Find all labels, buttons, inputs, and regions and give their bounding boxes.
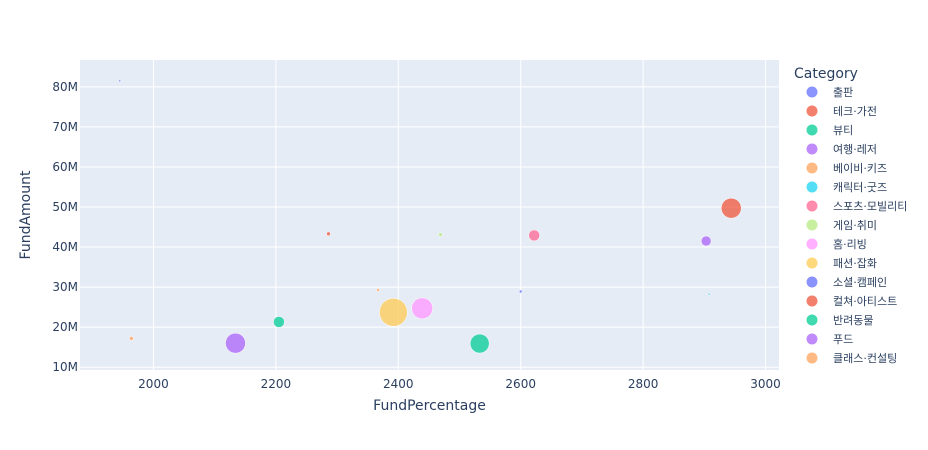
bubbles [118, 79, 742, 354]
x-axis-title: FundPercentage [373, 398, 486, 414]
legend-marker[interactable] [806, 162, 818, 174]
legend-label[interactable]: 패션·잡화 [833, 257, 877, 270]
bubble-point[interactable] [469, 333, 490, 354]
legend-label[interactable]: 출판 [833, 86, 853, 99]
legend-label[interactable]: 캐릭터·굿즈 [833, 181, 887, 194]
legend-marker[interactable] [806, 295, 818, 307]
bubble-point[interactable] [721, 197, 742, 219]
plot-background [80, 60, 779, 370]
legend: Category 출판테크·가전뷰티여행·레저베이비·키즈캐릭터·굿즈스포츠·모… [794, 66, 907, 365]
legend-label[interactable]: 뷰티 [833, 124, 853, 137]
x-tick-label: 2800 [628, 377, 659, 391]
legend-marker[interactable] [806, 200, 818, 212]
y-tick-label: 40M [52, 240, 78, 254]
legend-label[interactable]: 반려동물 [833, 314, 873, 327]
legend-marker[interactable] [806, 238, 818, 250]
legend-label[interactable]: 컬쳐·아티스트 [833, 295, 897, 308]
legend-label[interactable]: 게임·취미 [833, 219, 877, 232]
legend-marker[interactable] [806, 181, 818, 193]
legend-label[interactable]: 베이비·키즈 [833, 162, 887, 175]
bubble-point[interactable] [225, 332, 246, 354]
bubble-point[interactable] [273, 316, 285, 328]
y-tick-label: 70M [52, 120, 78, 134]
legend-marker[interactable] [806, 314, 818, 326]
bubble-point[interactable] [518, 289, 523, 294]
bubble-point[interactable] [379, 298, 408, 327]
bubble-point[interactable] [411, 297, 433, 320]
x-axis-ticks: 2000 2200 2400 2600 2800 3000 [138, 377, 781, 391]
legend-marker[interactable] [806, 86, 818, 98]
y-tick-label: 60M [52, 160, 78, 174]
x-tick-label: 2600 [505, 377, 536, 391]
legend-marker[interactable] [806, 219, 818, 231]
legend-marker[interactable] [806, 143, 818, 155]
bubble-point[interactable] [326, 231, 331, 237]
legend-marker[interactable] [806, 352, 818, 364]
y-tick-label: 30M [52, 280, 78, 294]
bubble-point[interactable] [129, 336, 134, 341]
y-axis-title: FundAmount [18, 170, 34, 259]
legend-label[interactable]: 푸드 [833, 333, 853, 346]
legend-label[interactable]: 클래스·컨설팅 [833, 352, 897, 365]
legend-label[interactable]: 스포츠·모빌리티 [833, 200, 907, 213]
x-tick-label: 2000 [138, 377, 169, 391]
x-tick-label: 2200 [261, 377, 292, 391]
legend-label[interactable]: 여행·레저 [833, 143, 877, 156]
legend-marker[interactable] [806, 257, 818, 269]
bubble-point[interactable] [438, 232, 443, 237]
bubble-point[interactable] [118, 79, 122, 83]
y-tick-label: 80M [52, 80, 78, 94]
legend-marker[interactable] [806, 105, 818, 117]
legend-marker[interactable] [806, 124, 818, 136]
y-tick-label: 50M [52, 200, 78, 214]
y-tick-label: 10M [52, 360, 78, 374]
legend-marker[interactable] [806, 276, 818, 288]
bubble-point[interactable] [528, 229, 540, 242]
legend-marker[interactable] [806, 333, 818, 345]
grid [80, 60, 779, 370]
legend-label[interactable]: 홈·리빙 [833, 237, 867, 251]
legend-title: Category [794, 66, 858, 82]
bubble-point[interactable] [376, 288, 380, 292]
legend-label[interactable]: 테크·가전 [833, 105, 877, 118]
y-axis-ticks: 10M 20M 30M 40M 50M 60M 70M 80M [52, 80, 78, 374]
x-tick-label: 2400 [383, 377, 414, 391]
bubble-point[interactable] [700, 235, 712, 247]
legend-label[interactable]: 소셜·캠페인 [833, 276, 887, 289]
x-tick-label: 3000 [750, 377, 781, 391]
y-tick-label: 20M [52, 320, 78, 334]
bubble-point[interactable] [707, 293, 711, 296]
